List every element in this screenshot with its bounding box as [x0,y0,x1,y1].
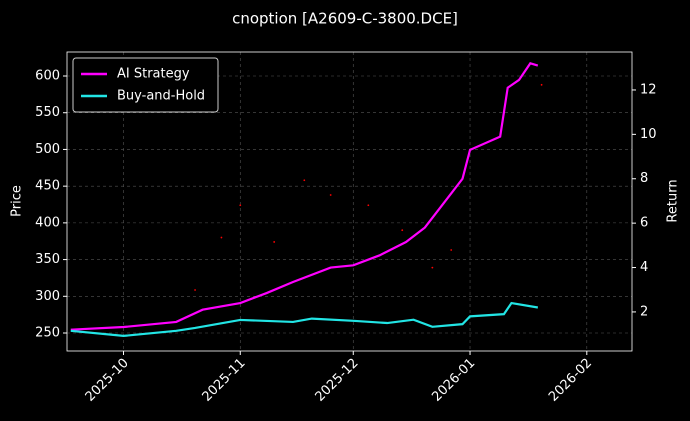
y2-tick-label: 2 [640,304,648,319]
y2-tick-label: 6 [640,216,648,231]
point [329,194,332,196]
y2-axis-label: Return [666,179,681,222]
line [70,62,539,331]
legend-label: AI Strategy [117,67,190,82]
x-tick-label: 2025-10 [83,356,132,405]
x-tick-label: 2025-12 [313,356,362,405]
y-axis-label: Price [10,185,25,217]
point [450,249,453,251]
chart-title: cnoption [A2609-C-3800.DCE] [232,10,458,28]
point [239,204,242,207]
y2-tick-label: 10 [640,127,657,142]
y-tick-label: 300 [35,289,60,304]
y2-tick-label: 12 [640,82,657,97]
plot-frame [66,51,633,352]
legend-label: Buy-and-Hold [117,89,205,104]
y2-tick-label: 8 [640,171,648,186]
point [194,289,196,291]
y-tick-label: 350 [35,252,60,267]
x-tick-label: 2026-02 [546,356,595,405]
y-tick-label: 450 [35,179,60,194]
point [273,241,276,243]
point [367,204,370,207]
y-tick-label: 250 [35,326,60,341]
y-tick-label: 500 [35,142,60,157]
point [220,236,223,239]
y-tick-label: 550 [35,105,60,120]
point [401,229,404,232]
legend-box [72,57,219,113]
x-tick-label: 2026-01 [429,356,478,405]
y-tick-label: 600 [35,69,60,84]
point [431,266,434,269]
point [540,83,543,86]
point [303,179,306,182]
y-tick-label: 400 [35,215,60,230]
line [70,301,539,338]
x-tick-label: 2025-11 [200,356,249,405]
y2-tick-label: 4 [640,260,648,275]
